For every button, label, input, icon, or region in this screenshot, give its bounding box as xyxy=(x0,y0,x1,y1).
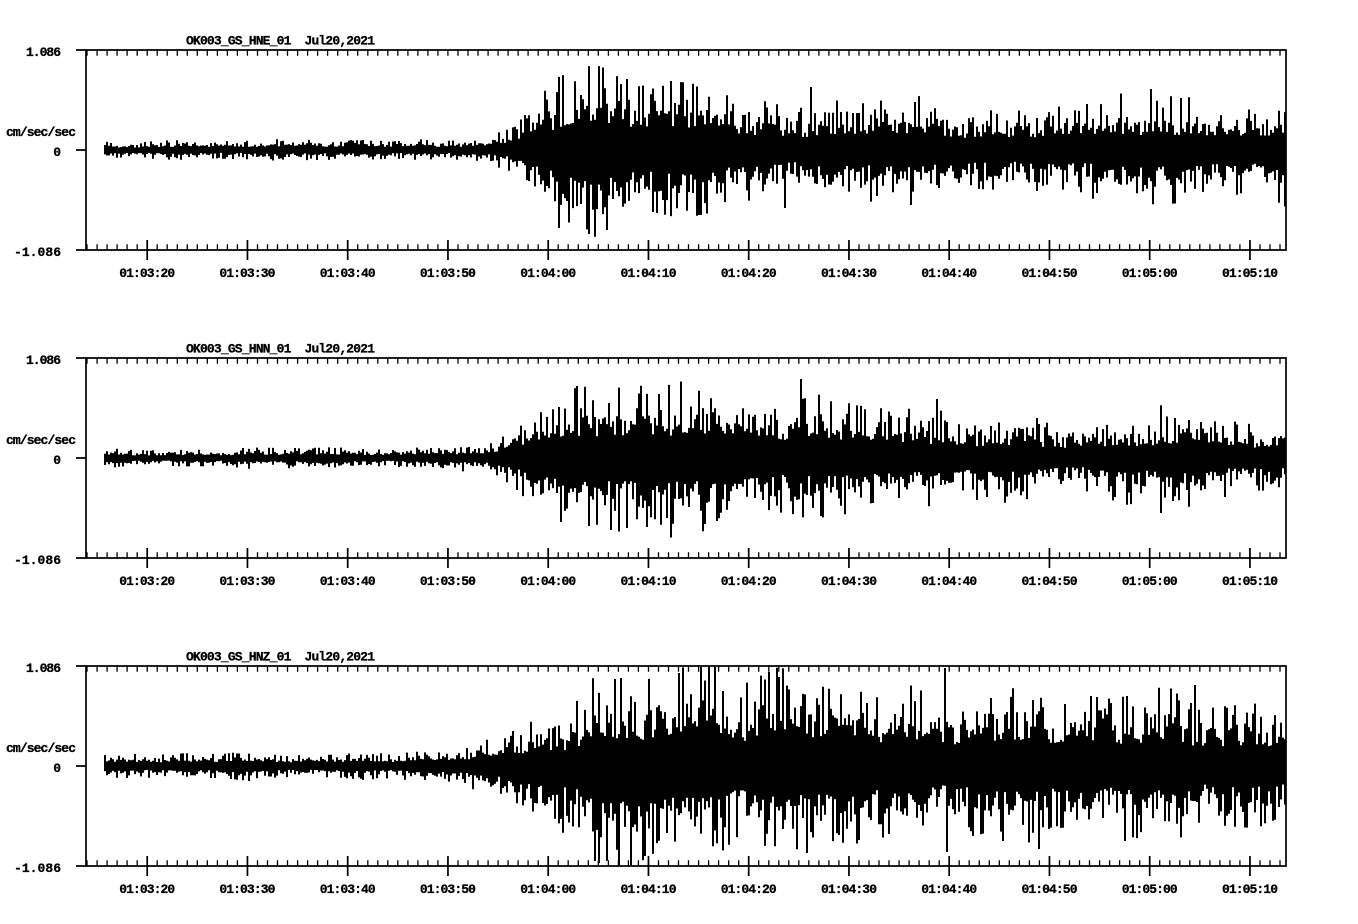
svg-text:01:05:10: 01:05:10 xyxy=(1222,266,1278,281)
svg-text:01:04:50: 01:04:50 xyxy=(1022,882,1078,897)
svg-text:01:03:40: 01:03:40 xyxy=(320,882,376,897)
svg-text:01:04:10: 01:04:10 xyxy=(621,882,677,897)
svg-text:cm/sec/sec: cm/sec/sec xyxy=(6,433,76,448)
svg-text:01:04:40: 01:04:40 xyxy=(921,574,977,589)
svg-text:01:03:30: 01:03:30 xyxy=(219,882,275,897)
svg-text:01:04:00: 01:04:00 xyxy=(520,266,576,281)
svg-text:01:05:00: 01:05:00 xyxy=(1122,882,1178,897)
svg-text:01:03:30: 01:03:30 xyxy=(219,266,275,281)
svg-text:01:04:00: 01:04:00 xyxy=(520,882,576,897)
svg-text:cm/sec/sec: cm/sec/sec xyxy=(6,741,76,756)
svg-text:0: 0 xyxy=(53,761,61,776)
svg-text:0: 0 xyxy=(53,145,61,160)
svg-text:01:04:50: 01:04:50 xyxy=(1022,266,1078,281)
svg-text:OK003_GS_HNZ_01 Jul20,2021: OK003_GS_HNZ_01 Jul20,2021 xyxy=(186,650,375,665)
svg-text:01:05:10: 01:05:10 xyxy=(1222,882,1278,897)
svg-text:01:03:30: 01:03:30 xyxy=(219,574,275,589)
svg-text:OK003_GS_HNN_01 Jul20,2021: OK003_GS_HNN_01 Jul20,2021 xyxy=(186,342,375,357)
svg-text:01:04:40: 01:04:40 xyxy=(921,882,977,897)
svg-text:-1.086: -1.086 xyxy=(14,553,61,568)
svg-text:01:03:40: 01:03:40 xyxy=(320,266,376,281)
svg-text:1.086: 1.086 xyxy=(26,661,61,676)
svg-text:cm/sec/sec: cm/sec/sec xyxy=(6,125,76,140)
svg-text:01:05:00: 01:05:00 xyxy=(1122,266,1178,281)
svg-text:01:03:20: 01:03:20 xyxy=(119,574,175,589)
svg-text:01:04:50: 01:04:50 xyxy=(1022,574,1078,589)
svg-text:0: 0 xyxy=(53,453,61,468)
svg-text:01:03:20: 01:03:20 xyxy=(119,266,175,281)
svg-text:-1.086: -1.086 xyxy=(14,245,61,260)
svg-text:01:03:50: 01:03:50 xyxy=(420,266,476,281)
svg-text:01:04:20: 01:04:20 xyxy=(721,574,777,589)
svg-text:01:04:00: 01:04:00 xyxy=(520,574,576,589)
svg-text:01:03:50: 01:03:50 xyxy=(420,574,476,589)
svg-text:01:04:20: 01:04:20 xyxy=(721,266,777,281)
svg-text:01:04:30: 01:04:30 xyxy=(821,574,877,589)
svg-text:01:04:10: 01:04:10 xyxy=(621,574,677,589)
svg-text:OK003_GS_HNE_01 Jul20,2021: OK003_GS_HNE_01 Jul20,2021 xyxy=(186,34,375,49)
svg-text:1.086: 1.086 xyxy=(26,353,61,368)
svg-text:01:05:10: 01:05:10 xyxy=(1222,574,1278,589)
svg-text:01:05:00: 01:05:00 xyxy=(1122,574,1178,589)
svg-text:01:04:10: 01:04:10 xyxy=(621,266,677,281)
svg-text:01:04:30: 01:04:30 xyxy=(821,266,877,281)
svg-text:01:04:30: 01:04:30 xyxy=(821,882,877,897)
svg-text:01:04:20: 01:04:20 xyxy=(721,882,777,897)
svg-text:01:04:40: 01:04:40 xyxy=(921,266,977,281)
svg-text:01:03:20: 01:03:20 xyxy=(119,882,175,897)
svg-text:01:03:50: 01:03:50 xyxy=(420,882,476,897)
svg-text:1.086: 1.086 xyxy=(26,45,61,60)
svg-text:01:03:40: 01:03:40 xyxy=(320,574,376,589)
svg-text:-1.086: -1.086 xyxy=(14,861,61,876)
